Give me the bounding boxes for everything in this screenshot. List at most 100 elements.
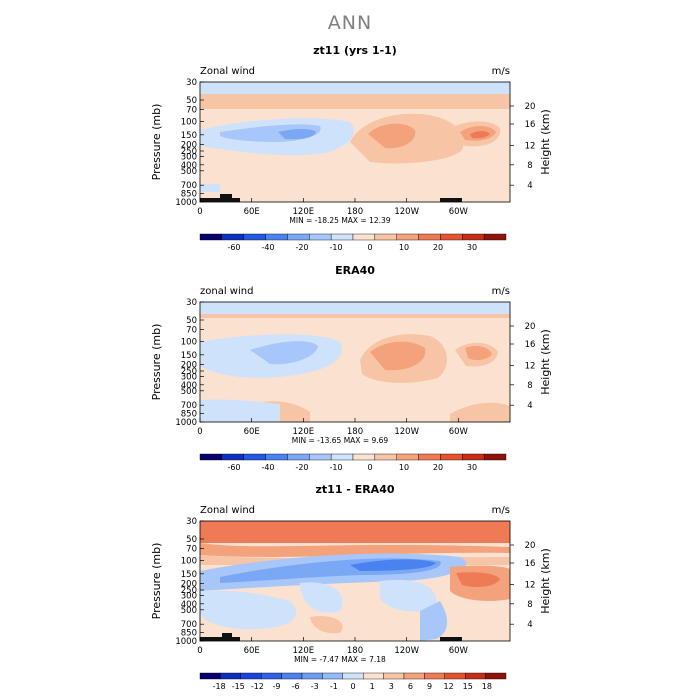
pressure-tick-label: 400 — [181, 600, 197, 610]
colorbar-swatch — [383, 672, 405, 680]
pressure-tick-label: 50 — [186, 96, 197, 106]
colorbar-level-label: -3 — [311, 682, 319, 691]
colorbar-level-label: 6 — [408, 682, 413, 691]
colorbar-swatch — [424, 672, 445, 680]
contour-band — [222, 633, 232, 641]
panel-title: zt11 (yrs 1-1) — [313, 44, 397, 57]
colorbar-swatch — [352, 453, 376, 461]
colorbar-swatch — [465, 672, 486, 680]
colorbar-swatch — [221, 233, 244, 241]
colorbar-swatch — [199, 233, 223, 241]
lon-tick-label: 0 — [197, 207, 202, 217]
colorbar-swatch — [199, 672, 221, 680]
colorbar-swatch — [265, 233, 288, 241]
contour-band — [200, 302, 510, 314]
colorbar-level-label: 10 — [399, 243, 409, 252]
pressure-tick-label: 200 — [181, 140, 197, 150]
plot-area — [200, 82, 510, 202]
lon-tick-label: 0 — [197, 427, 202, 437]
stats-label: MIN = -13.65 MAX = 9.69 — [292, 436, 389, 445]
y2-axis-label: Height (km) — [539, 109, 552, 175]
colorbar-level-label: 30 — [467, 463, 477, 472]
pressure-tick-label: 30 — [186, 78, 197, 88]
colorbar-swatch — [301, 672, 323, 680]
colorbar-level-label: -1 — [330, 682, 338, 691]
field-label: Zonal wind — [200, 505, 255, 516]
contour-band — [200, 399, 280, 422]
colorbar-swatch — [281, 672, 303, 680]
colorbar-level-label: 0 — [367, 463, 372, 472]
contour-band — [470, 131, 490, 139]
contour-band — [220, 194, 232, 202]
colorbar-swatch — [322, 672, 343, 680]
pressure-tick-label: 70 — [186, 106, 197, 116]
colorbar: -60 -40 -20 -10 0 10 20 30 — [199, 453, 507, 472]
colorbar-swatch — [309, 233, 332, 241]
pressure-tick-label: 150 — [181, 351, 197, 361]
colorbar-swatch — [374, 453, 397, 461]
colorbar-level-label: -12 — [251, 682, 264, 691]
pressure-tick-label: 850 — [181, 410, 197, 420]
pressure-tick-label: 30 — [186, 517, 197, 527]
colorbar-swatch — [418, 233, 441, 241]
contour-band — [200, 543, 510, 557]
colorbar-level-label: 9 — [427, 682, 432, 691]
contour-band — [200, 82, 510, 94]
pressure-tick-label: 700 — [181, 401, 197, 411]
colorbar-level-label: -18 — [213, 682, 226, 691]
colorbar-level-label: 0 — [367, 243, 372, 252]
lon-tick-label: 60W — [449, 427, 469, 437]
colorbar-level-label: 12 — [444, 682, 454, 691]
contour-band — [440, 637, 462, 641]
colorbar-level-label: 30 — [467, 243, 477, 252]
height-tick-label: 4 — [527, 620, 532, 630]
colorbar-swatch — [440, 453, 463, 461]
height-tick-label: 8 — [527, 381, 532, 391]
colorbar-swatch — [265, 453, 288, 461]
colorbar-swatch — [243, 233, 266, 241]
pressure-tick-label: 850 — [181, 629, 197, 639]
colorbar-level-label: 18 — [482, 682, 492, 691]
contour-band — [465, 346, 492, 361]
height-tick-label: 16 — [525, 120, 536, 130]
figure-title: ANN — [327, 12, 373, 34]
plot-area — [200, 521, 510, 641]
colorbar-swatch — [287, 233, 310, 241]
contour-band — [200, 590, 297, 630]
lon-tick-label: 60W — [449, 646, 469, 656]
lon-tick-label: 60W — [449, 207, 469, 217]
height-tick-label: 20 — [525, 102, 536, 112]
lon-tick-label: 180 — [347, 427, 363, 437]
height-tick-label: 4 — [527, 181, 532, 191]
y2-axis-label: Height (km) — [539, 329, 552, 395]
lon-tick-label: 60E — [244, 427, 260, 437]
colorbar-swatch — [396, 233, 419, 241]
contour-band — [368, 123, 416, 149]
pressure-tick-label: 300 — [181, 152, 197, 162]
height-tick-label: 4 — [527, 401, 532, 411]
pressure-tick-label: 300 — [181, 372, 197, 382]
pressure-tick-label: 100 — [181, 338, 197, 348]
colorbar-swatch — [220, 672, 241, 680]
height-tick-label: 16 — [525, 559, 536, 569]
units-label: m/s — [492, 286, 510, 297]
colorbar-swatch — [199, 453, 223, 461]
colorbar-level-label: -60 — [227, 243, 240, 252]
y-axis-label: Pressure (mb) — [150, 543, 163, 620]
lon-tick-label: 120E — [293, 646, 315, 656]
colorbar-swatch — [363, 672, 384, 680]
height-tick-label: 8 — [527, 600, 532, 610]
colorbar-swatch — [240, 672, 262, 680]
colorbar-level-label: -40 — [261, 243, 274, 252]
pressure-tick-label: 500 — [181, 606, 197, 616]
colorbar-swatch — [221, 453, 244, 461]
lon-tick-label: 0 — [197, 646, 202, 656]
panel-title: ERA40 — [335, 264, 375, 277]
pressure-tick-label: 30 — [186, 298, 197, 308]
pressure-tick-label: 300 — [181, 591, 197, 601]
pressure-tick-label: 700 — [181, 181, 197, 191]
pressure-tick-label: 500 — [181, 387, 197, 397]
lon-tick-label: 60E — [244, 646, 260, 656]
lon-tick-label: 120W — [394, 427, 419, 437]
